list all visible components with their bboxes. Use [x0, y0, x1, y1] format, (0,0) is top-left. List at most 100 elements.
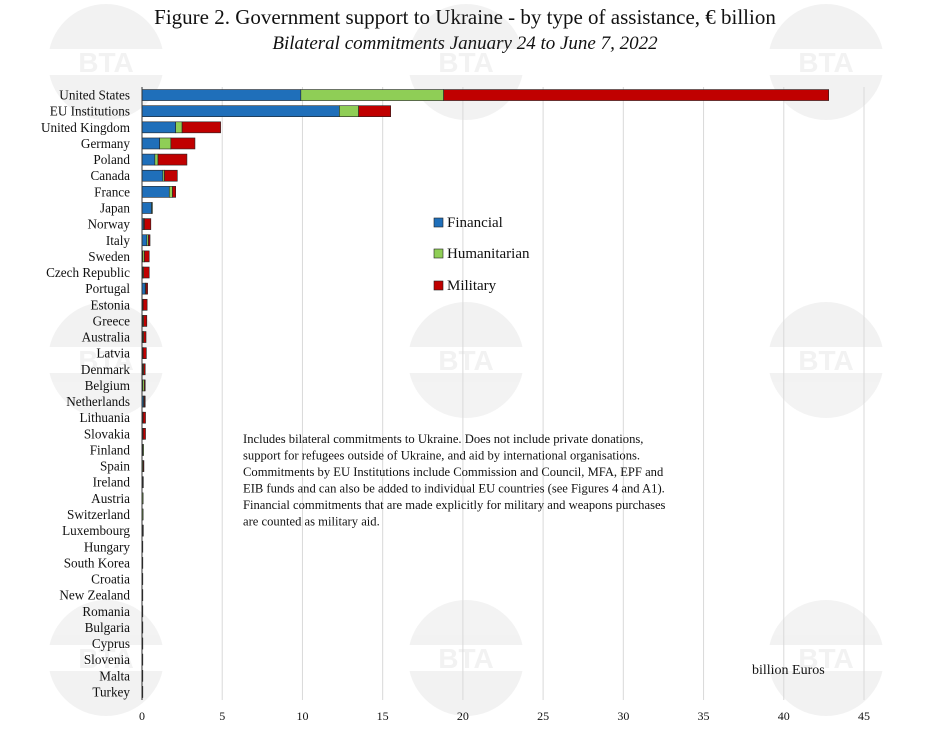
bar-humanitarian-japan: [151, 202, 153, 214]
watermark-logo: BTA: [404, 302, 528, 418]
watermark-band: [764, 347, 888, 373]
x-axis: 0 5 10 15 20 25 30 35 40 45: [139, 87, 870, 723]
category-label: Italy: [106, 233, 131, 248]
x-tick-label: 35: [698, 709, 710, 723]
legend: Financial Humanitarian Military: [433, 215, 530, 294]
x-tick-label: 10: [296, 709, 308, 723]
x-tick-label: 15: [377, 709, 389, 723]
watermark-text: BTA: [78, 47, 133, 78]
category-label: Poland: [93, 152, 130, 167]
bar-financial-canada: [141, 169, 164, 182]
bar-humanitarian-eu-institutions: [339, 105, 359, 117]
watermark-text: BTA: [798, 47, 853, 78]
category-label: Luxembourg: [62, 523, 130, 538]
watermark-text: BTA: [438, 345, 493, 376]
watermark-logo: BTA: [764, 600, 888, 716]
watermark-logo: BTA: [44, 600, 168, 716]
category-label: New Zealand: [59, 588, 130, 603]
category-label: France: [94, 184, 130, 199]
legend-swatch-humanitarian: [433, 248, 444, 259]
category-label: South Korea: [64, 555, 130, 570]
x-tick-label: 30: [617, 709, 629, 723]
category-label: Estonia: [90, 297, 130, 312]
watermark-logo: BTA: [44, 302, 168, 418]
category-label: Canada: [90, 168, 130, 183]
bar-military-slovakia: [142, 428, 146, 440]
bar-military-ireland: [142, 476, 144, 489]
category-label: Ireland: [93, 475, 131, 490]
category-label: Bulgaria: [85, 620, 131, 635]
watermark-text: BTA: [438, 643, 493, 674]
chart-note: Includes bilateral commitments to Ukrain…: [243, 432, 666, 529]
note-line: Commitments by EU Institutions include C…: [243, 465, 664, 479]
bar-military-luxembourg: [142, 524, 144, 537]
bar-military-netherlands: [144, 395, 146, 408]
bar-military-lithuania: [142, 411, 146, 424]
legend-label-financial: Financial: [447, 215, 503, 231]
note-line: Financial commitments that are made expl…: [243, 498, 666, 512]
watermark-circle: [768, 302, 884, 418]
watermark-band: [44, 49, 168, 75]
category-label: Japan: [100, 200, 130, 215]
x-tick-label: 40: [778, 709, 790, 723]
bar-military-australia: [143, 331, 147, 343]
x-tick-label: 45: [858, 709, 870, 723]
category-label: Denmark: [81, 362, 130, 377]
category-label: Lithuania: [79, 410, 130, 425]
note-line: EIB funds and can also be added to indiv…: [243, 482, 665, 496]
bar-military-italy: [148, 234, 151, 247]
watermark-text: BTA: [438, 47, 493, 78]
category-label: Greece: [93, 313, 130, 328]
x-tick-label: 5: [219, 709, 225, 723]
legend-label-humanitarian: Humanitarian: [447, 246, 530, 262]
bar-military-estonia: [142, 298, 148, 311]
watermark-logo: BTA: [404, 4, 528, 120]
category-label: Portugal: [85, 281, 130, 296]
category-label: Slovakia: [84, 426, 130, 441]
bar-humanitarian-united-states: [300, 89, 444, 101]
category-label: Malta: [99, 668, 130, 683]
bar-military-germany: [170, 137, 196, 150]
bar-military-czech-republic: [143, 266, 150, 279]
x-tick-label: 20: [457, 709, 469, 723]
bar-financial-united-states: [141, 89, 302, 101]
legend-swatch-military: [433, 280, 444, 291]
bar-military-united-kingdom: [181, 121, 221, 134]
note-line: support for refugees outside of Ukraine,…: [243, 449, 640, 463]
legend-label-military: Military: [447, 278, 497, 294]
category-label: United States: [59, 88, 130, 103]
x-tick-label: 0: [139, 709, 145, 723]
watermark-circle: [408, 302, 524, 418]
note-line: Includes bilateral commitments to Ukrain…: [243, 432, 643, 446]
category-label: Hungary: [84, 539, 131, 554]
bar-military-united-states: [443, 89, 830, 101]
watermark-logo: BTA: [764, 302, 888, 418]
unit-label: billion Euros: [752, 663, 825, 678]
category-label: Austria: [91, 491, 130, 506]
category-label: EU Institutions: [50, 104, 130, 119]
watermark-circle: [408, 600, 524, 716]
watermark-logo: BTA: [44, 4, 168, 120]
bar-humanitarian-germany: [159, 137, 172, 150]
x-tick-label: 25: [537, 709, 549, 723]
category-label: Belgium: [85, 378, 131, 393]
bar-financial-italy: [141, 234, 148, 247]
watermark-band: [404, 49, 528, 75]
watermark-text: BTA: [798, 345, 853, 376]
watermark-logo: BTA: [764, 4, 888, 120]
bar-military-sweden: [144, 250, 150, 263]
category-label: Turkey: [92, 684, 130, 699]
category-label: Finland: [90, 442, 131, 457]
category-label: Slovenia: [84, 652, 130, 667]
category-label: Romania: [82, 604, 130, 619]
bar-humanitarian-poland: [154, 153, 159, 166]
category-label: Czech Republic: [46, 265, 130, 280]
watermark-text: BTA: [78, 643, 133, 674]
chart-subtitle: Bilateral commitments January 24 to June…: [272, 33, 658, 54]
category-label: United Kingdom: [41, 120, 131, 135]
legend-swatch-financial: [433, 217, 444, 228]
bar-humanitarian-finland: [142, 444, 144, 456]
bar-military-denmark: [143, 363, 146, 376]
bar-military-norway: [144, 218, 152, 230]
bar-military-portugal: [145, 282, 148, 295]
